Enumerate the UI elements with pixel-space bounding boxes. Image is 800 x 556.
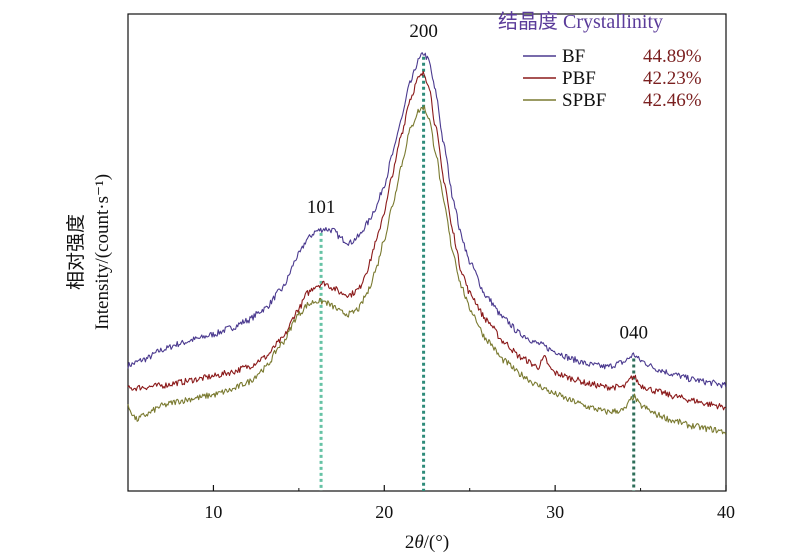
legend: 结晶度 Crystallinity BF 44.89% PBF 42.23% SPBF 42… [498, 10, 702, 111]
series-line-pbf [127, 70, 726, 411]
x-axis-title-pre: 2 [405, 532, 415, 553]
peak-label-200: 200 [409, 21, 438, 42]
x-tick-label: 10 [204, 502, 222, 522]
peak-label-101: 101 [307, 197, 336, 218]
series-line-spbf [127, 105, 727, 435]
legend-crystallinity-pbf: 42.23% [643, 68, 702, 89]
y-axis-title-en: Intensity/(count·s⁻¹) [92, 174, 113, 330]
legend-crystallinity-bf: 44.89% [643, 46, 702, 67]
peak-label-040: 040 [619, 322, 648, 343]
x-tick-label: 40 [717, 502, 735, 522]
y-axis-title-cn: 相对强度 [65, 214, 87, 290]
legend-title: 结晶度 Crystallinity [498, 10, 663, 33]
series-line-bf [127, 52, 727, 389]
axes: 10 20 30 40 2θ/(°) 相对强度 Intensity/(count·s⁻¹) [65, 174, 735, 553]
x-tick-label: 30 [546, 502, 564, 522]
legend-label-bf: BF [562, 46, 585, 67]
plot-area [127, 13, 727, 492]
series-lines [127, 52, 727, 435]
plot-frame [127, 13, 727, 492]
x-axis-title-post: /(°) [424, 532, 450, 553]
legend-label-pbf: PBF [562, 68, 596, 89]
x-tick-label: 20 [375, 502, 393, 522]
x-axis-title-theta: θ [414, 532, 423, 553]
x-axis-title: 2θ/(°) [405, 532, 449, 553]
legend-crystallinity-spbf: 42.46% [643, 90, 702, 111]
peak-guide-lines [319, 56, 636, 491]
legend-label-spbf: SPBF [562, 90, 606, 111]
labels: 101 200 040 [307, 21, 648, 344]
